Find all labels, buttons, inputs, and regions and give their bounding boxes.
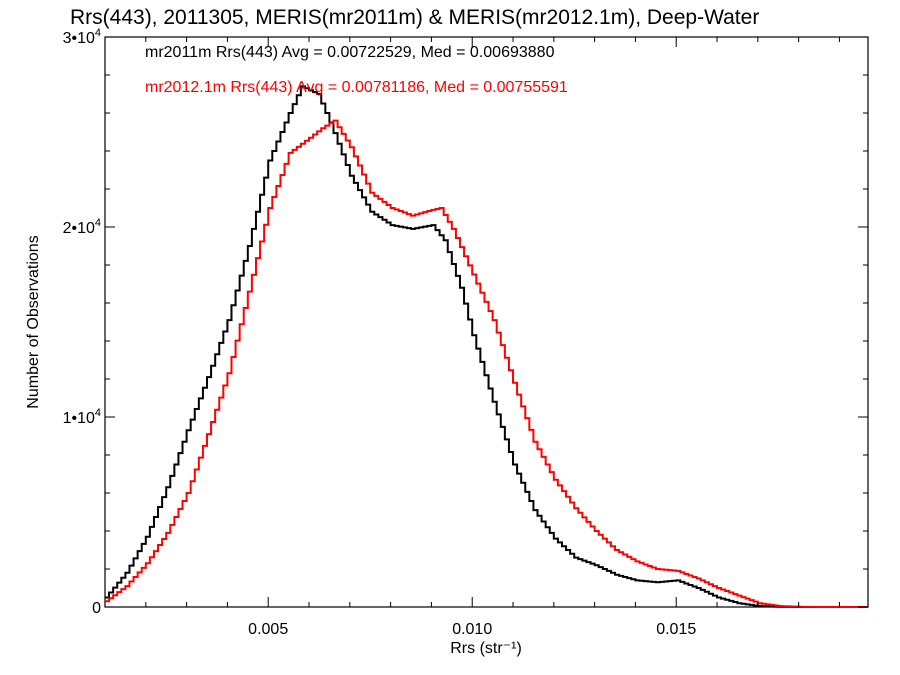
series-line-1 xyxy=(105,119,868,608)
annotation-red: mr2012.1m Rrs(443) Avg = 0.00781186, Med… xyxy=(145,79,568,96)
y-tick-label: 2•104 xyxy=(63,217,101,237)
y-tick-label: 0 xyxy=(92,600,101,617)
y-axis-label: Number of Observations xyxy=(25,235,42,408)
series-layer xyxy=(105,85,868,608)
series-line-0 xyxy=(105,85,868,608)
y-tick-label: 3•104 xyxy=(63,27,101,47)
x-tick-label: 0.005 xyxy=(248,621,288,638)
plot-area: 0.005 0.010 0.015 0 1•104 2•104 3•104 xyxy=(63,27,869,638)
chart-title: Rrs(443), 2011305, MERIS(mr2011m) & MERI… xyxy=(70,6,759,29)
annotation-black: mr2011m Rrs(443) Avg = 0.00722529, Med =… xyxy=(145,44,555,61)
y-tick-label: 1•104 xyxy=(63,407,101,427)
x-tick-label: 0.010 xyxy=(452,621,492,638)
x-axis-label: Rrs (str⁻¹) xyxy=(450,640,522,657)
plot-frame xyxy=(104,36,869,608)
x-tick-label: 0.015 xyxy=(656,621,696,638)
ticks-layer: 0.005 0.010 0.015 0 1•104 2•104 3•104 xyxy=(63,27,868,638)
